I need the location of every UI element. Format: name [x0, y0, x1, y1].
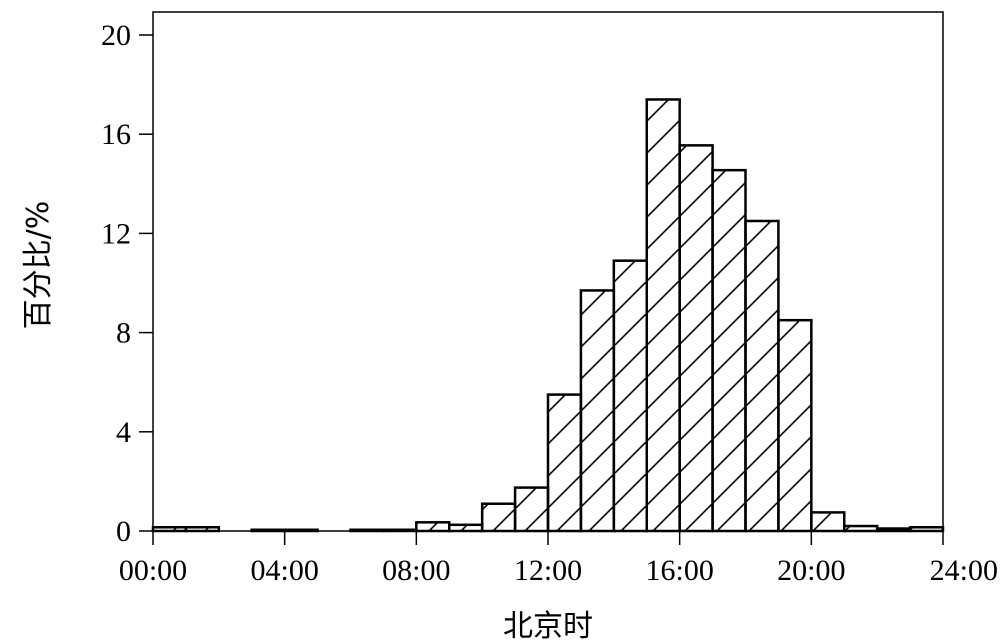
y-axis-title: 百分比/% [21, 201, 56, 330]
y-tick-label: 16 [101, 118, 131, 151]
x-tick-label: 00:00 [119, 554, 187, 587]
histogram-bar [645, 98, 681, 533]
y-axis: 0 4 8 12 16 20 [101, 19, 153, 548]
y-tick-label: 8 [116, 317, 131, 350]
y-tick-label: 12 [101, 217, 131, 250]
y-tick-label: 20 [101, 19, 131, 52]
x-tick-label: 12:00 [514, 554, 582, 587]
histogram-bar [678, 144, 714, 533]
y-tick-label: 4 [116, 416, 131, 449]
bars-group [151, 98, 945, 533]
histogram-bar [546, 393, 583, 533]
x-tick-label: 24:00 [930, 554, 998, 587]
x-tick-label: 20:00 [777, 554, 845, 587]
histogram-bar [612, 259, 648, 533]
histogram-bar [843, 524, 879, 533]
histogram-bar [908, 526, 945, 533]
histogram-bar [382, 528, 418, 533]
histogram-bar [810, 511, 846, 533]
histogram-bar [283, 528, 319, 533]
x-axis-title: 北京时 [503, 609, 593, 642]
histogram-bar [513, 486, 550, 533]
histogram-bar [184, 526, 221, 533]
histogram-bar [250, 528, 286, 533]
y-tick-label: 0 [116, 515, 131, 548]
histogram-bar [415, 521, 451, 533]
histogram-bar [349, 528, 385, 533]
x-tick-label: 08:00 [382, 554, 450, 587]
histogram-bar [711, 168, 747, 533]
x-axis: 00:00 04:00 08:00 12:00 16:00 20:00 24:00 [119, 531, 998, 587]
histogram-bar [579, 289, 616, 533]
histogram-bar [777, 318, 813, 533]
x-tick-label: 04:00 [250, 554, 318, 587]
x-tick-label: 16:00 [645, 554, 713, 587]
histogram-bar [448, 523, 484, 533]
histogram-bar [151, 526, 188, 533]
histogram-bar [744, 219, 780, 533]
histogram-bar [875, 527, 912, 533]
histogram-bar [480, 502, 517, 533]
